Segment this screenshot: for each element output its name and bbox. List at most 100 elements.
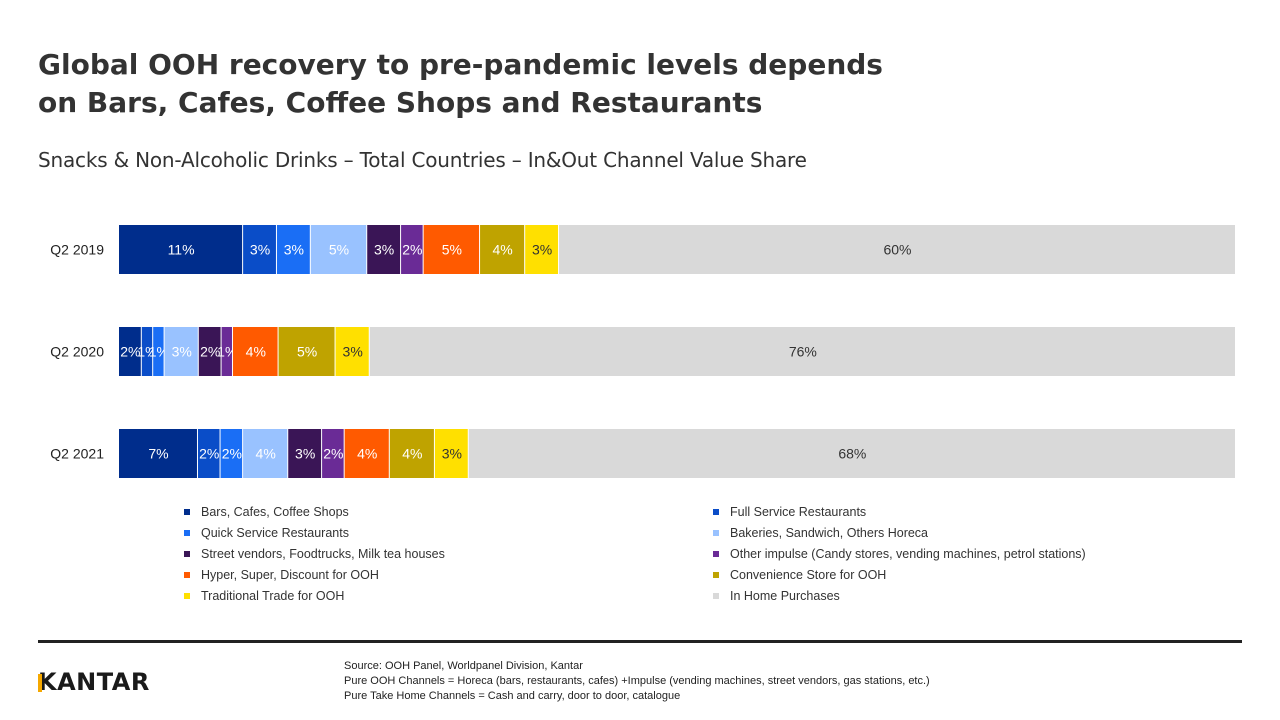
legend-swatch bbox=[184, 509, 190, 515]
title-line-2: on Bars, Cafes, Coffee Shops and Restaur… bbox=[38, 86, 763, 119]
kantar-logo-text: KANTAR bbox=[38, 668, 150, 696]
legend-label: Bakeries, Sandwich, Others Horeca bbox=[730, 526, 929, 540]
bar-segment bbox=[221, 327, 232, 376]
data-label: 3% bbox=[295, 446, 315, 462]
stacked-bar-chart: Q2 2019 11% 3% 3% 5% 3% 2% 5% 4% 3% 60%Q2 2020 2%1%… bbox=[50, 225, 1235, 478]
legend-label: In Home Purchases bbox=[730, 589, 840, 603]
data-label: 2% bbox=[200, 344, 220, 360]
data-label: 2% bbox=[323, 446, 343, 462]
data-label: 4% bbox=[246, 344, 266, 360]
bar-segment bbox=[276, 225, 310, 274]
legend-item: Full Service Restaurants bbox=[713, 504, 1133, 520]
bar-segment bbox=[288, 429, 322, 478]
bar-segment bbox=[243, 429, 288, 478]
legend-swatch bbox=[713, 509, 719, 515]
bar-segment bbox=[401, 225, 423, 274]
data-label: 3% bbox=[532, 242, 552, 258]
bar-segment bbox=[369, 327, 1235, 376]
kantar-logo: KANTAR bbox=[38, 668, 150, 696]
source-line: Source: OOH Panel, Worldpanel Division, … bbox=[344, 660, 583, 672]
legend-swatch bbox=[713, 530, 719, 536]
data-label: 3% bbox=[250, 242, 270, 258]
bar-segment bbox=[310, 225, 367, 274]
legend-item: Convenience Store for OOH bbox=[713, 567, 1133, 583]
bar-segment bbox=[278, 327, 335, 376]
footer-divider bbox=[38, 640, 1242, 643]
data-label: 4% bbox=[357, 446, 377, 462]
legend-item: Bars, Cafes, Coffee Shops bbox=[184, 504, 713, 520]
source-notes: Source: OOH Panel, Worldpanel Division, … bbox=[344, 659, 930, 704]
bar-segment bbox=[119, 225, 243, 274]
legend-item: Hyper, Super, Discount for OOH bbox=[184, 567, 713, 583]
legend-label: Convenience Store for OOH bbox=[730, 568, 887, 582]
legend-label: Quick Service Restaurants bbox=[201, 526, 349, 540]
legend-swatch bbox=[713, 551, 719, 557]
data-label: 11% bbox=[168, 242, 195, 258]
data-label: 2% bbox=[120, 344, 140, 360]
bar-segment bbox=[243, 225, 276, 274]
bar-segment bbox=[344, 429, 389, 478]
bar-segment bbox=[559, 225, 1235, 274]
bar-segment bbox=[198, 327, 221, 376]
data-label: 1% bbox=[217, 344, 237, 360]
legend-label: Other impulse (Candy stores, vending mac… bbox=[730, 547, 1086, 561]
data-label: 3% bbox=[343, 344, 363, 360]
legend-swatch bbox=[184, 530, 190, 536]
bar-segment bbox=[141, 327, 153, 376]
legend-label: Full Service Restaurants bbox=[730, 505, 867, 519]
data-label: 1% bbox=[137, 344, 157, 360]
source-line: Pure Take Home Channels = Cash and carry… bbox=[344, 690, 681, 702]
data-label: 5% bbox=[329, 242, 349, 258]
bar-segment bbox=[423, 225, 480, 274]
legend-item: In Home Purchases bbox=[713, 588, 1133, 604]
data-label: 3% bbox=[172, 344, 192, 360]
legend-swatch bbox=[184, 593, 190, 599]
bar-segment bbox=[153, 327, 164, 376]
bar-segment bbox=[197, 429, 220, 478]
legend-swatch bbox=[713, 593, 719, 599]
legend-item: Quick Service Restaurants bbox=[184, 525, 713, 541]
chart-subtitle: Snacks & Non-Alcoholic Drinks – Total Co… bbox=[38, 148, 807, 172]
data-label: 5% bbox=[442, 242, 462, 258]
page-title: Global OOH recovery to pre-pandemic leve… bbox=[38, 46, 938, 122]
bar-segment bbox=[164, 327, 198, 376]
row-label: Q2 2019 bbox=[50, 242, 104, 258]
data-label: 1% bbox=[149, 344, 169, 360]
row-label: Q2 2020 bbox=[50, 344, 104, 360]
bar-segment bbox=[335, 327, 369, 376]
bar-segment bbox=[525, 225, 559, 274]
legend-swatch bbox=[713, 572, 719, 578]
bar-segment bbox=[434, 429, 468, 478]
legend-swatch bbox=[184, 551, 190, 557]
legend-item: Other impulse (Candy stores, vending mac… bbox=[713, 546, 1133, 562]
legend-label: Bars, Cafes, Coffee Shops bbox=[201, 505, 349, 519]
chart-legend: Bars, Cafes, Coffee Shops Full Service Re… bbox=[184, 504, 1144, 604]
bar-segment bbox=[119, 327, 141, 376]
legend-label: Street vendors, Foodtrucks, Milk tea hou… bbox=[201, 547, 445, 561]
bar-segment bbox=[367, 225, 401, 274]
data-label: 68% bbox=[838, 446, 866, 462]
data-label: 7% bbox=[148, 446, 168, 462]
bar-segment bbox=[480, 225, 525, 274]
data-label: 60% bbox=[883, 242, 911, 258]
legend-swatch bbox=[184, 572, 190, 578]
legend-item: Traditional Trade for OOH bbox=[184, 588, 713, 604]
legend-label: Hyper, Super, Discount for OOH bbox=[201, 568, 379, 582]
bar-segment bbox=[220, 429, 243, 478]
data-label: 76% bbox=[789, 344, 817, 360]
legend-item: Bakeries, Sandwich, Others Horeca bbox=[713, 525, 1133, 541]
bar-segment bbox=[389, 429, 434, 478]
data-label: 4% bbox=[402, 446, 422, 462]
data-label: 3% bbox=[284, 242, 304, 258]
bar-segment bbox=[468, 429, 1235, 478]
data-label: 2% bbox=[199, 446, 219, 462]
title-line-1: Global OOH recovery to pre-pandemic leve… bbox=[38, 48, 883, 81]
row-label: Q2 2021 bbox=[50, 446, 104, 462]
legend-item: Street vendors, Foodtrucks, Milk tea hou… bbox=[184, 546, 713, 562]
data-label: 4% bbox=[256, 446, 276, 462]
bar-segment bbox=[232, 327, 278, 376]
legend-label: Traditional Trade for OOH bbox=[201, 589, 345, 603]
data-label: 4% bbox=[492, 242, 512, 258]
bar-segment bbox=[322, 429, 344, 478]
bar-segment bbox=[119, 429, 197, 478]
